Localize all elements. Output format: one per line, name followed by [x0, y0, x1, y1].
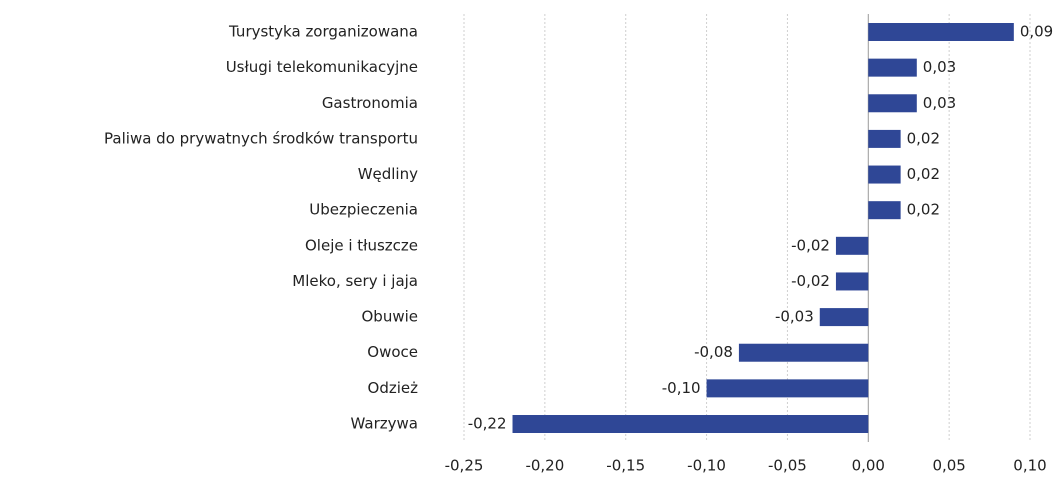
- x-tick-label: -0,20: [525, 457, 564, 475]
- value-label: 0,02: [907, 201, 940, 219]
- y-tick-label: Turystyka zorganizowana: [228, 23, 418, 41]
- bar: [868, 58, 917, 77]
- y-tick-label: Owoce: [367, 343, 418, 361]
- bar: [738, 343, 869, 362]
- y-tick-label: Oleje i tłuszcze: [305, 236, 418, 254]
- x-tick-label: -0,25: [445, 457, 484, 475]
- value-label: -0,02: [791, 236, 830, 254]
- value-label: -0,02: [791, 272, 830, 290]
- bar: [868, 94, 917, 113]
- y-tick-label: Warzywa: [351, 415, 418, 433]
- y-tick-label: Obuwie: [362, 308, 419, 326]
- x-tick-label: -0,15: [606, 457, 645, 475]
- x-tick-label: 0,05: [932, 457, 965, 475]
- value-label: -0,08: [694, 343, 733, 361]
- value-label: 0,09: [1020, 23, 1053, 41]
- value-label: 0,03: [923, 58, 956, 76]
- y-tick-label: Mleko, sery i jaja: [292, 272, 418, 290]
- value-label: -0,10: [662, 379, 701, 397]
- x-tick-label: -0,05: [768, 457, 807, 475]
- bar: [868, 165, 901, 184]
- value-label: 0,02: [907, 165, 940, 183]
- bar: [706, 379, 869, 398]
- bar: [819, 308, 869, 327]
- y-tick-label: Wędliny: [358, 165, 418, 183]
- y-tick-label: Ubezpieczenia: [309, 201, 418, 219]
- x-tick-label: 0,10: [1013, 457, 1046, 475]
- y-tick-label: Usługi telekomunikacyjne: [226, 58, 418, 76]
- value-label: 0,03: [923, 94, 956, 112]
- bar: [835, 236, 869, 255]
- x-tick-label: -0,10: [687, 457, 726, 475]
- bar: [835, 272, 869, 291]
- x-tick-label: 0,00: [852, 457, 885, 475]
- y-tick-label: Odzież: [368, 379, 419, 397]
- value-label: -0,03: [775, 308, 814, 326]
- value-label: 0,02: [907, 129, 940, 147]
- bar: [868, 129, 901, 148]
- y-tick-label: Gastronomia: [322, 94, 418, 112]
- y-tick-label: Paliwa do prywatnych środków transportu: [104, 129, 418, 147]
- bar: [512, 415, 869, 433]
- bar: [868, 23, 1014, 41]
- bar: [868, 201, 901, 220]
- value-label: -0,22: [468, 415, 507, 433]
